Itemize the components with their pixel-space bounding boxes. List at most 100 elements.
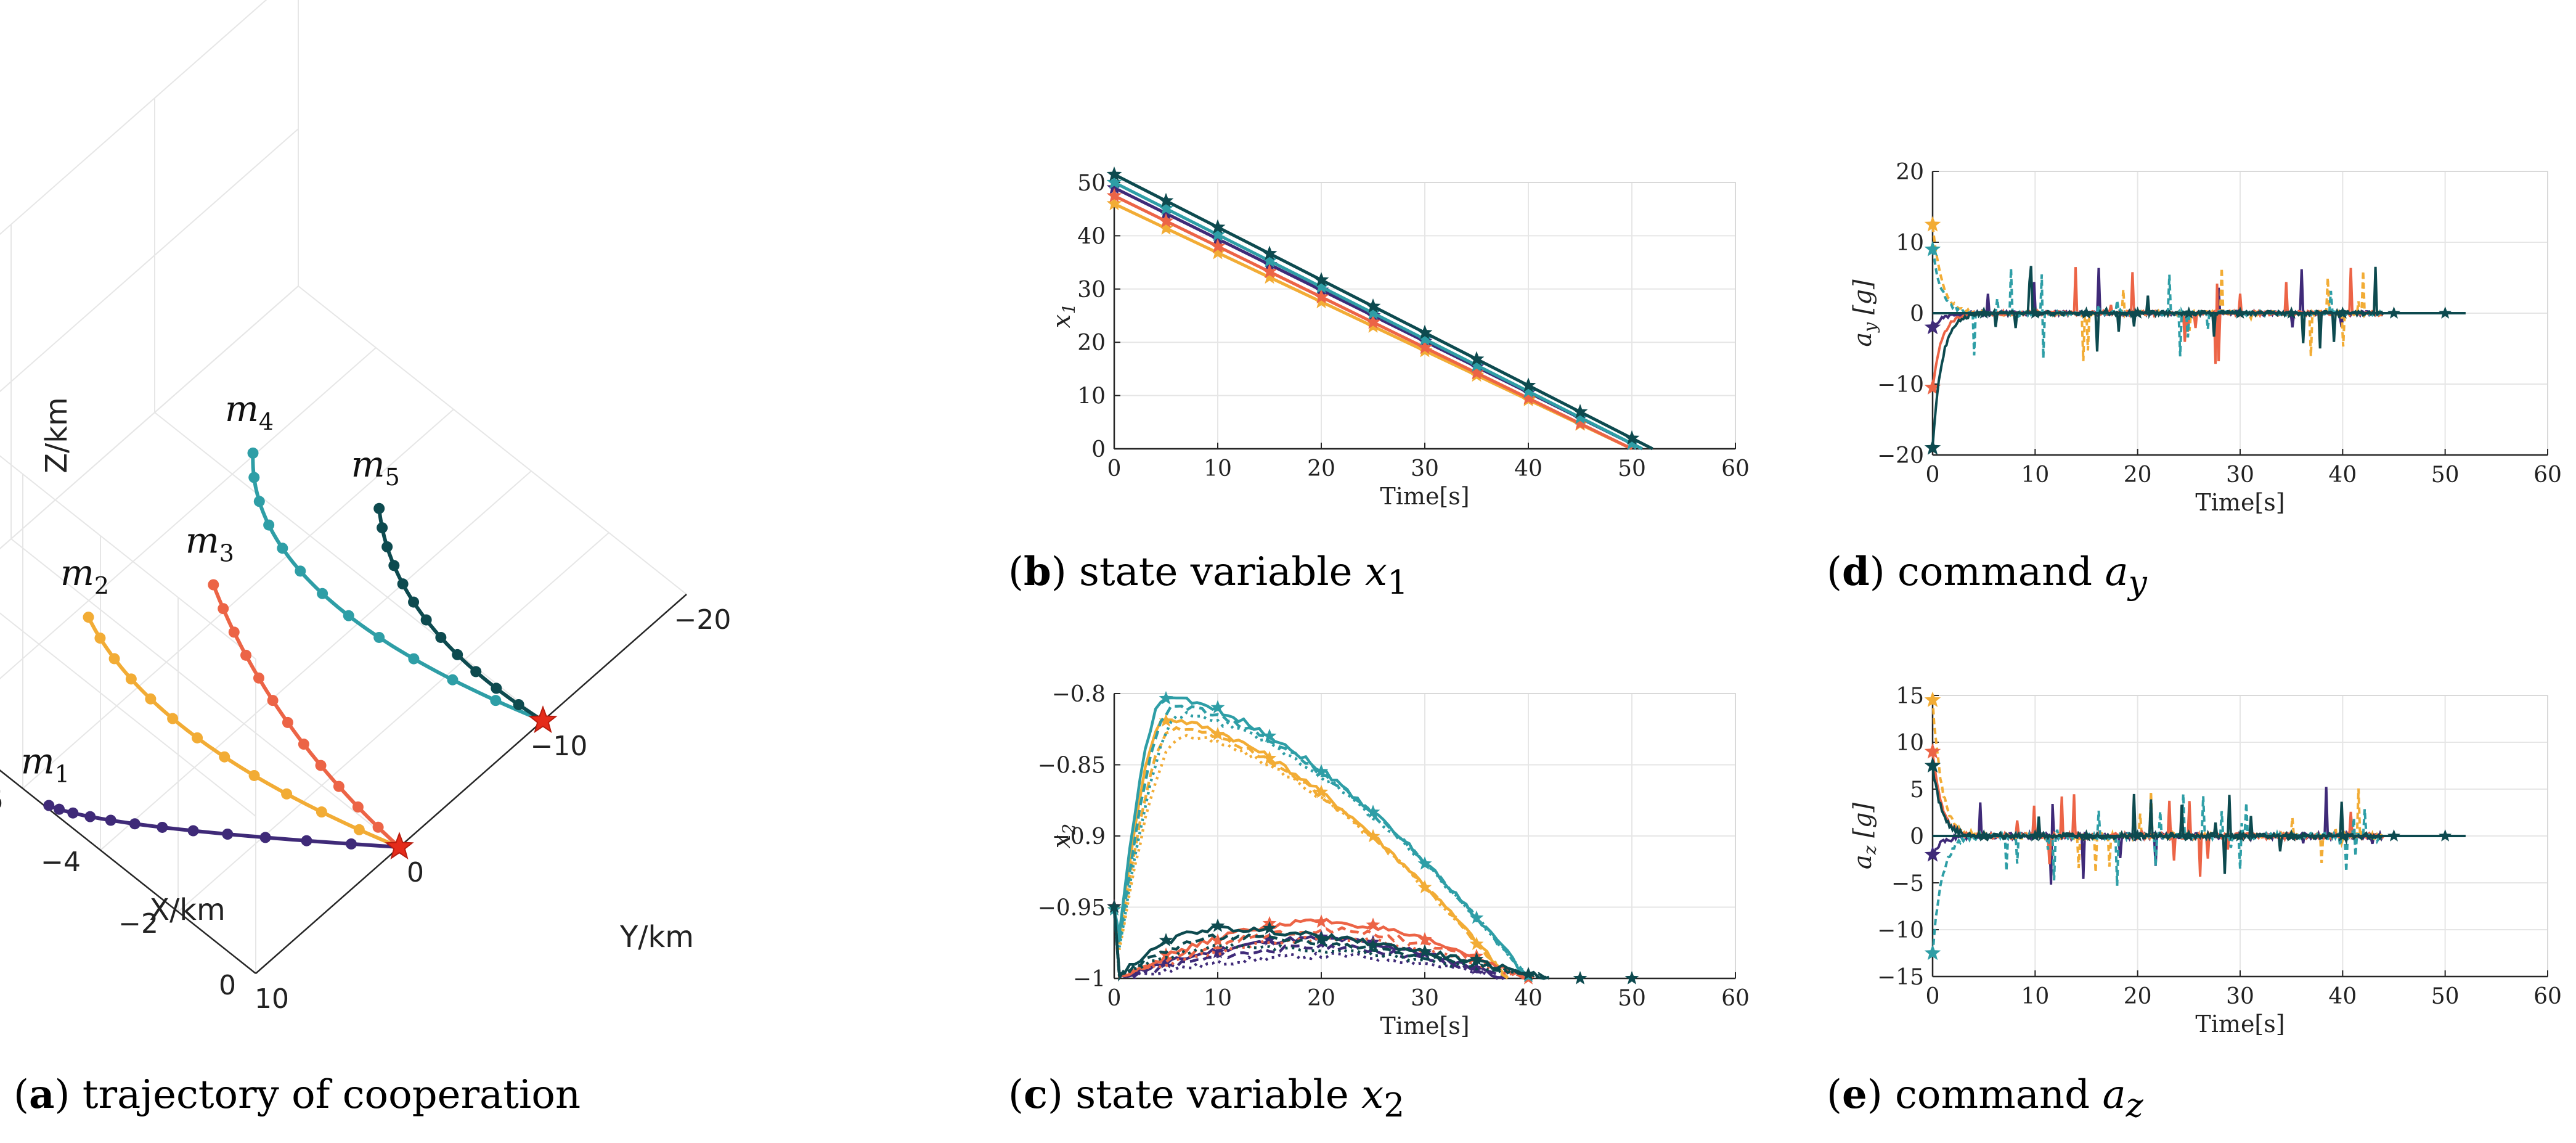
b-y-tick-label: 0 bbox=[1091, 437, 1106, 462]
d-y-tick-label: −10 bbox=[1877, 372, 1924, 398]
c-marker-m1 bbox=[1262, 932, 1277, 946]
c-marker-m4 bbox=[1366, 805, 1380, 818]
panel-a-3d-trajectory: 0−2−4−6−8−10100−10−200510X/kmY/kmZ/kmm1m… bbox=[0, 0, 731, 1015]
panel-d-marker bbox=[2285, 306, 2298, 319]
panel-e-start-marker-m5 bbox=[1924, 757, 1941, 773]
c-y-tick-label: −0.9 bbox=[1052, 824, 1106, 850]
b-marker-m4 bbox=[1417, 331, 1433, 346]
panel-e-start-marker-m1 bbox=[1924, 846, 1941, 862]
panel-e-marker bbox=[2336, 829, 2349, 842]
d-x-tick-label: 10 bbox=[2021, 462, 2049, 488]
b-y-tick-label: 10 bbox=[1077, 384, 1106, 409]
panel-e-marker bbox=[2233, 829, 2247, 842]
a-marker-m1 bbox=[187, 825, 199, 837]
b-marker-m3 bbox=[1469, 364, 1485, 380]
d-x-tick-label: 20 bbox=[2124, 462, 2152, 488]
c-marker-m4 bbox=[1262, 728, 1277, 742]
a-marker-m2 bbox=[125, 673, 137, 685]
a-marker-m4 bbox=[248, 472, 260, 483]
a-marker-m4 bbox=[317, 588, 328, 599]
c-line-m3 bbox=[1112, 907, 1529, 980]
a-marker-m1 bbox=[84, 811, 96, 822]
panel-e-marker bbox=[2182, 829, 2196, 842]
b-marker-m5 bbox=[1262, 245, 1278, 260]
a-series-label-m3: m3 bbox=[185, 520, 234, 567]
a-marker-m4 bbox=[490, 695, 502, 707]
b-y-tick-label: 30 bbox=[1077, 277, 1106, 303]
caption-e: (e) command az bbox=[1827, 1071, 2143, 1125]
c-y-tick-label: −1 bbox=[1073, 967, 1106, 992]
a-marker-m3 bbox=[352, 801, 364, 813]
b-marker-m2 bbox=[1210, 245, 1226, 260]
c-line-m2 bbox=[1112, 726, 1509, 979]
a-marker-m3 bbox=[253, 672, 264, 684]
a-marker-m2 bbox=[248, 769, 260, 781]
caption-d: (d) command ay bbox=[1827, 549, 2147, 602]
e-x-tick-label: 60 bbox=[2533, 984, 2562, 1009]
a-marker-m4 bbox=[263, 519, 275, 531]
e-x-tick-label: 20 bbox=[2124, 984, 2152, 1009]
a-x-axis bbox=[0, 769, 256, 974]
b-line-m4 bbox=[1113, 181, 1643, 451]
a-floor-grid bbox=[177, 532, 609, 912]
e-x-tick-label: 0 bbox=[1926, 984, 1940, 1009]
c-x-tick-label: 40 bbox=[1514, 986, 1543, 1011]
a-marker-m4 bbox=[408, 653, 420, 665]
a-x-tick-label: −6 bbox=[0, 785, 3, 816]
e-x-tick-label: 50 bbox=[2431, 984, 2460, 1009]
a-marker-m2 bbox=[281, 788, 293, 800]
b-marker-m5 bbox=[1365, 298, 1381, 313]
e-y-tick-label: 0 bbox=[1910, 824, 1924, 850]
a-wall-grid bbox=[0, 0, 267, 660]
e-x-axis-label: Time[s] bbox=[2195, 1010, 2285, 1038]
caption-a: (a) trajectory of cooperation bbox=[14, 1071, 581, 1118]
a-marker-m5 bbox=[397, 578, 409, 590]
d-y-tick-label: −20 bbox=[1877, 443, 1924, 469]
a-floor-grid bbox=[154, 412, 544, 721]
a-y-tick-label: 10 bbox=[255, 983, 289, 1015]
a-marker-m5 bbox=[452, 649, 463, 660]
c-marker-m4 bbox=[1159, 690, 1173, 705]
a-marker-m1 bbox=[43, 800, 55, 811]
b-marker-m3 bbox=[1106, 187, 1122, 203]
panel-e-marker bbox=[1977, 829, 1991, 842]
c-y-tick-label: −0.95 bbox=[1038, 896, 1106, 921]
caption-b: (b) state variable x1 bbox=[1008, 549, 1408, 602]
e-x-tick-label: 10 bbox=[2021, 984, 2049, 1009]
panel-d-marker bbox=[2028, 306, 2042, 319]
panel-e-marker bbox=[2439, 829, 2452, 842]
panel-e-marker bbox=[2131, 829, 2145, 842]
c-marker-m5 bbox=[1159, 933, 1173, 946]
b-marker-m4 bbox=[1572, 409, 1588, 424]
d-x-tick-label: 50 bbox=[2431, 462, 2460, 488]
b-marker-m4 bbox=[1469, 357, 1485, 372]
b-x-tick-label: 0 bbox=[1107, 456, 1122, 481]
a-marker-m5 bbox=[377, 522, 388, 534]
b-marker-m4 bbox=[1210, 226, 1226, 242]
a-marker-m5 bbox=[408, 596, 420, 608]
c-end-marker bbox=[1573, 971, 1588, 985]
a-marker-m4 bbox=[253, 496, 265, 507]
c-marker-m5 bbox=[1210, 919, 1225, 932]
d-y-axis-label: ay [g] bbox=[1849, 279, 1880, 347]
d-x-tick-label: 40 bbox=[2328, 462, 2357, 488]
a-target-star bbox=[528, 705, 558, 734]
c-y-tick-label: −0.8 bbox=[1052, 682, 1106, 707]
c-marker-m4 bbox=[1314, 764, 1329, 777]
a-trajectory-m4 bbox=[251, 453, 544, 723]
a-marker-m1 bbox=[129, 818, 141, 830]
a-marker-m5 bbox=[491, 682, 502, 694]
b-marker-m2 bbox=[1106, 195, 1122, 211]
b-x-tick-label: 50 bbox=[1618, 456, 1646, 481]
c-x-tick-label: 30 bbox=[1411, 986, 1439, 1011]
panel-d-start-marker-m1 bbox=[1924, 319, 1941, 335]
b-marker-m4 bbox=[1365, 305, 1381, 320]
c-marker-m2 bbox=[1262, 751, 1277, 764]
a-marker-m1 bbox=[105, 814, 116, 826]
c-x-axis-label: Time[s] bbox=[1380, 1012, 1469, 1039]
b-marker-m1 bbox=[1210, 231, 1226, 246]
b-x-tick-label: 10 bbox=[1204, 456, 1232, 481]
b-x-tick-label: 40 bbox=[1514, 456, 1543, 481]
c-line-m1 bbox=[1112, 908, 1509, 980]
